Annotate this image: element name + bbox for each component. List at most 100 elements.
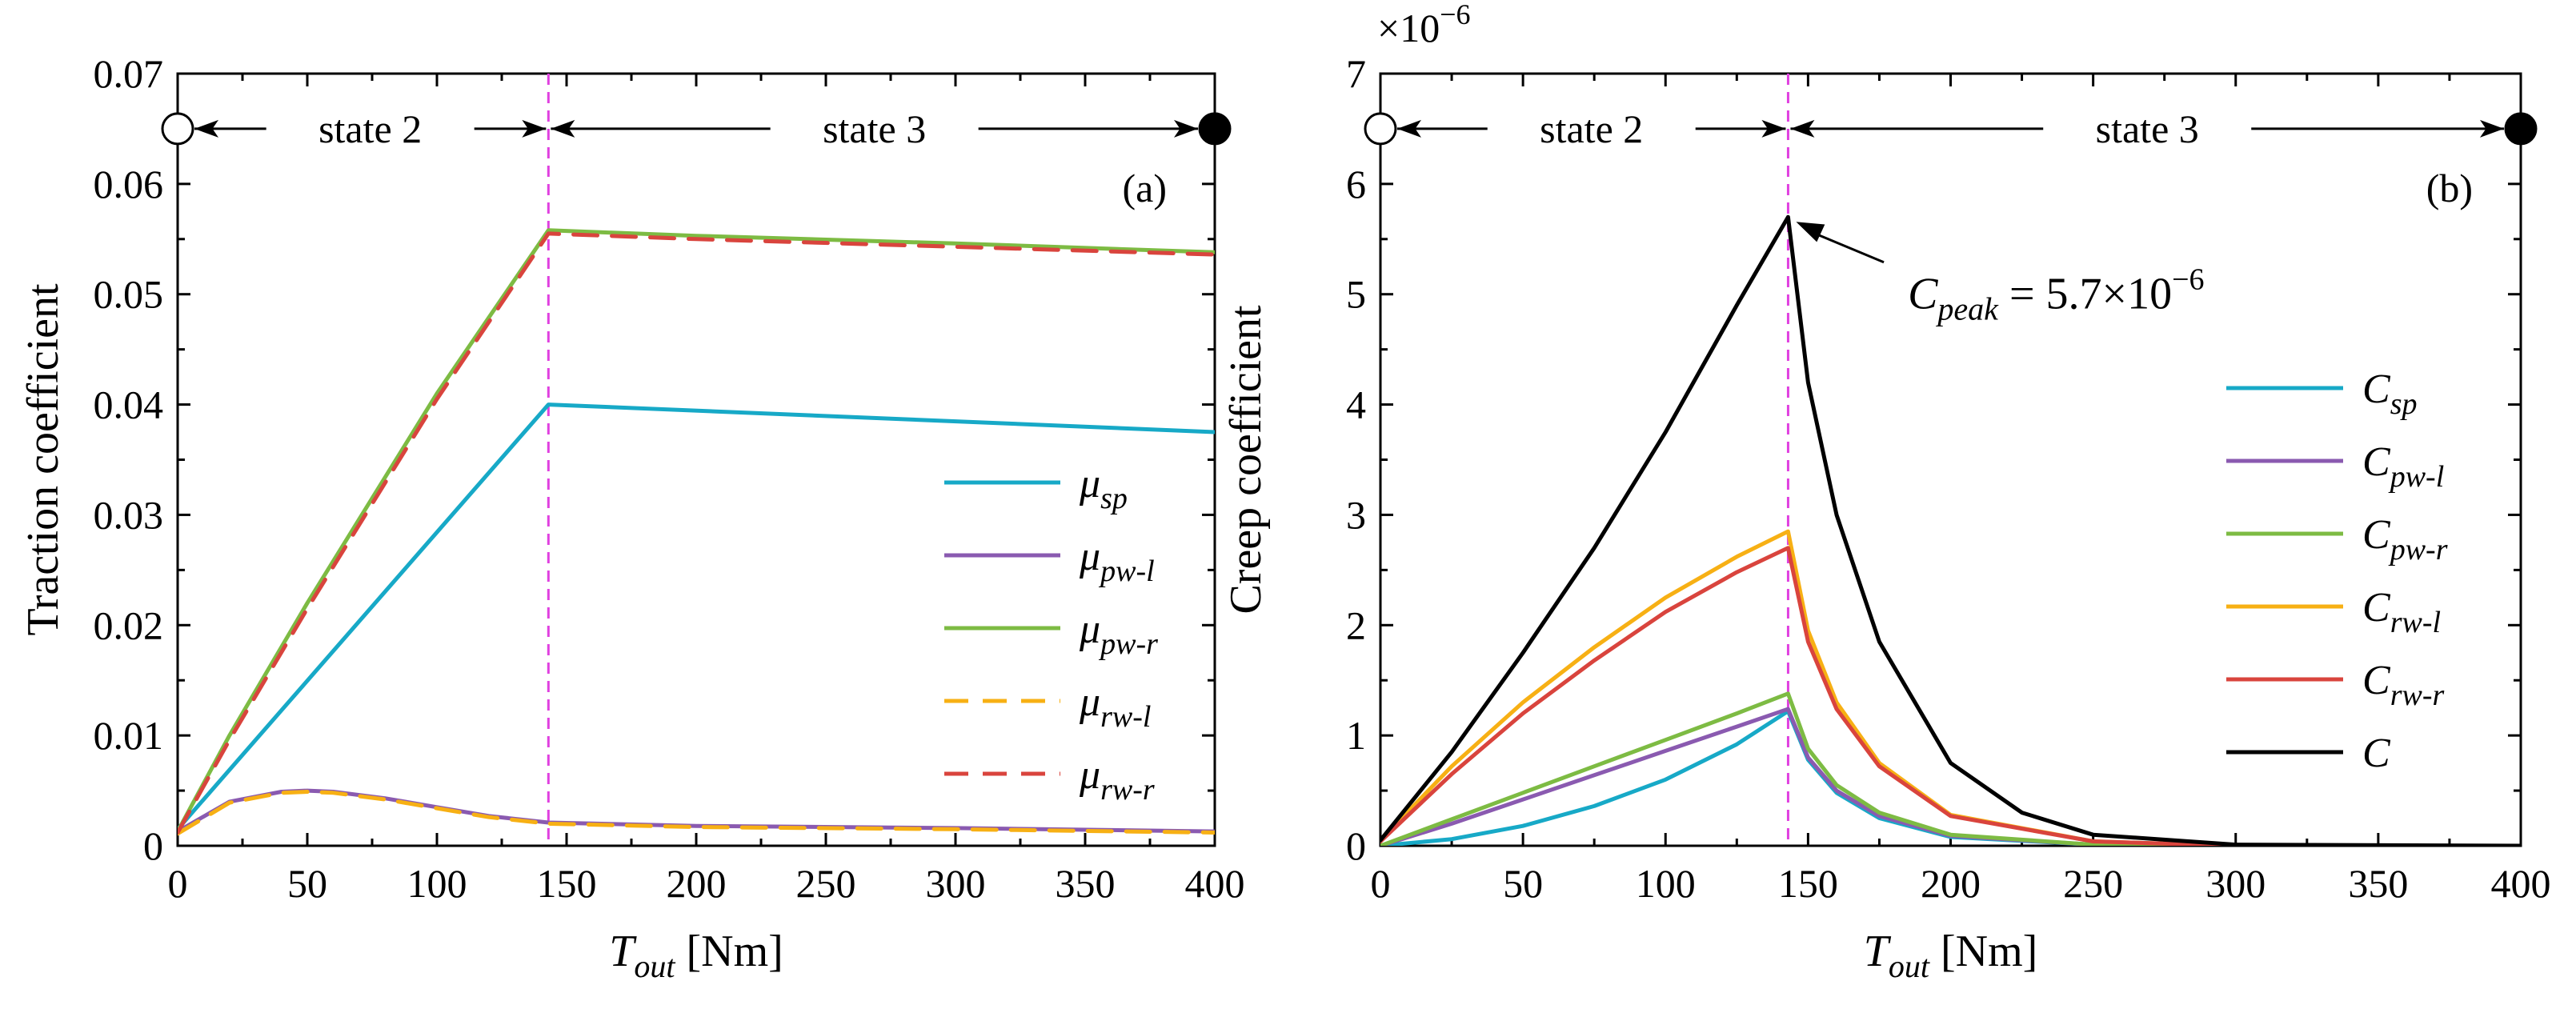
annotation-exp: −6 xyxy=(2172,263,2204,297)
legend-entry-sub: sp xyxy=(1100,482,1128,515)
state-end-marker xyxy=(1198,112,1232,146)
series-line-pw-l xyxy=(178,788,1215,834)
legend-entry-sp: Csp xyxy=(2362,366,2417,421)
legend-entry-sp: μsp xyxy=(1079,461,1128,515)
state-arrow-head xyxy=(1397,119,1421,138)
state-arrow-head xyxy=(522,119,547,138)
legend-entry-name: C xyxy=(2362,585,2391,631)
legend-entry-name: C xyxy=(2362,366,2391,412)
x-tick-label: 400 xyxy=(1185,861,1245,906)
annotation-text: Cpeak = 5.7×10−6 xyxy=(1908,263,2204,327)
x-tick-label: 0 xyxy=(168,861,188,906)
series-line-pw-l xyxy=(1380,707,2521,846)
state-label: state 2 xyxy=(318,106,422,151)
y-tick-label: 5 xyxy=(1346,272,1366,317)
x-tick-label: 300 xyxy=(2205,861,2266,906)
legend-entry-rw-l: Crw-l xyxy=(2362,585,2441,639)
x-tick-label: 300 xyxy=(926,861,986,906)
annotation-rest: = 5.7×10 xyxy=(1998,270,2172,319)
legend-entry-sub: rw-r xyxy=(2390,679,2445,712)
legend-entry-sub: pw-l xyxy=(2388,460,2445,494)
legend-entry-name: μ xyxy=(1079,534,1100,579)
legend-entry-name: C xyxy=(2362,731,2391,776)
legend-entry-pw-r: μpw-r xyxy=(1079,607,1158,661)
state-arrow-head xyxy=(1174,119,1198,138)
y-axis-multiplier-exp: −6 xyxy=(1440,0,1470,30)
y-tick-label: 0 xyxy=(1346,823,1366,868)
x-tick-label: 350 xyxy=(1056,861,1116,906)
series-line-pw-r xyxy=(1380,691,2521,846)
y-tick-label: 2 xyxy=(1346,603,1366,647)
series-line-sp xyxy=(178,402,1215,831)
x-tick-label: 0 xyxy=(1371,861,1391,906)
y-tick-label: 7 xyxy=(1346,51,1366,96)
x-tick-label: 100 xyxy=(407,861,467,906)
x-tick-label: 200 xyxy=(667,861,727,906)
plot-frame xyxy=(1379,72,2522,847)
x-tick-label: 400 xyxy=(2491,861,2551,906)
legend-entry-sub: pw-r xyxy=(1098,627,1158,661)
x-tick-label: 350 xyxy=(2348,861,2408,906)
legend-entry-rw-r: Crw-r xyxy=(2362,658,2444,712)
y-tick-label: 0.05 xyxy=(94,272,164,317)
series-line-rw-r xyxy=(178,231,1215,835)
y-axis-multiplier-base: ×10 xyxy=(1377,6,1440,50)
y-tick-label: 0.07 xyxy=(94,51,164,96)
chart-panel-a: 0 50 100 150 200 250 300 350 400 0 0.01 0.02 0.03 0.0… xyxy=(18,51,1245,984)
series-group xyxy=(1380,214,2521,846)
x-axis-label-sub: out xyxy=(1889,948,1930,984)
series-group xyxy=(178,228,1215,836)
x-axis-label-unit: [Nm] xyxy=(1929,927,2037,976)
series-line-rw-l xyxy=(1380,529,2521,846)
series-line-pw-r xyxy=(178,228,1215,834)
y-tick-label: 0.06 xyxy=(94,162,164,206)
state-start-marker xyxy=(1364,112,1397,146)
annotation-arrow-head xyxy=(1796,222,1825,242)
x-tick-label: 200 xyxy=(1921,861,1981,906)
legend-entry-name: μ xyxy=(1079,679,1100,725)
state-arrow-head xyxy=(1761,119,1786,138)
state-arrow-head xyxy=(551,119,575,138)
legend-entry-sub: rw-l xyxy=(2390,606,2441,639)
series-line-rw-l xyxy=(178,790,1215,836)
legend-entry-sub: rw-r xyxy=(1100,773,1155,807)
state-label: state 2 xyxy=(1540,106,1643,151)
x-axis-label-sub: out xyxy=(634,948,675,984)
panel-label: (b) xyxy=(2426,166,2473,210)
plot-frame xyxy=(176,72,1216,847)
legend-entry-rw-l: μrw-l xyxy=(1079,679,1151,734)
x-tick-label: 150 xyxy=(1778,861,1838,906)
legend-entry-sub: rw-l xyxy=(1100,700,1151,734)
x-axis-label-main: T xyxy=(609,927,637,976)
legend-entry-total: C xyxy=(2362,731,2391,776)
x-tick-label: 250 xyxy=(796,861,856,906)
legend-entry-sub: pw-l xyxy=(1098,555,1155,588)
series-line-rw-r xyxy=(1380,546,2521,846)
state-end-marker xyxy=(2504,112,2538,146)
chart-panel-b: 0 50 100 150 200 250 300 350 400 0 1 2 3 4 5 6 7 Tout [Nm… xyxy=(1221,0,2551,984)
legend-entry-name: μ xyxy=(1079,607,1100,652)
annotation-main: C xyxy=(1908,270,1938,319)
legend-entry-pw-r: Cpw-r xyxy=(2362,512,2448,567)
x-tick-label: 150 xyxy=(537,861,597,906)
legend-entry-name: μ xyxy=(1079,752,1100,798)
annotation-arrow-line xyxy=(1813,231,1885,264)
legend-entry-pw-l: μpw-l xyxy=(1079,534,1155,588)
y-axis-multiplier: ×10−6 xyxy=(1377,0,1471,50)
legend-entry-rw-r: μrw-r xyxy=(1079,752,1155,807)
x-axis-label-unit: [Nm] xyxy=(675,927,783,976)
x-tick-label: 50 xyxy=(1503,861,1543,906)
state-label: state 3 xyxy=(2096,106,2199,151)
y-axis-label: Creep coefficient xyxy=(1221,305,1271,615)
y-tick-label: 6 xyxy=(1346,162,1366,206)
x-tick-label: 250 xyxy=(2063,861,2123,906)
y-tick-label: 4 xyxy=(1346,382,1366,427)
x-axis-label: Tout [Nm] xyxy=(1864,927,2038,984)
state-label: state 3 xyxy=(823,106,926,151)
x-tick-label: 100 xyxy=(1636,861,1696,906)
y-tick-label: 0.02 xyxy=(94,603,164,647)
y-tick-label: 0 xyxy=(143,823,163,868)
